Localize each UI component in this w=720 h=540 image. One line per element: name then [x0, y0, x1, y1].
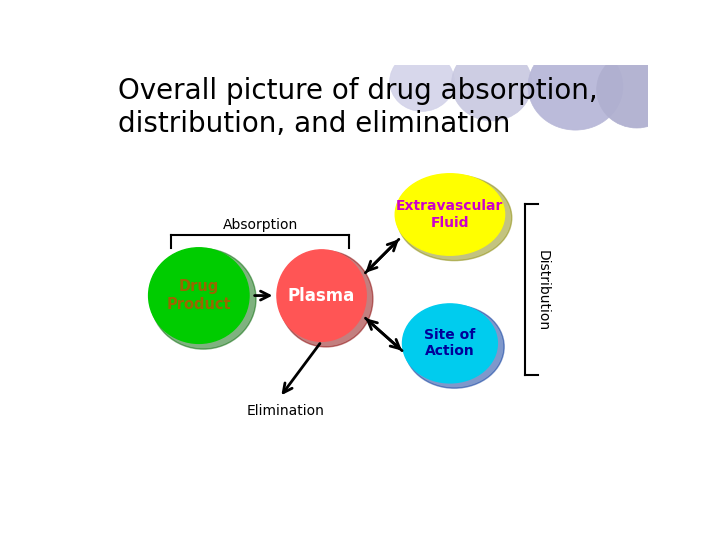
Ellipse shape: [397, 175, 512, 261]
Ellipse shape: [279, 251, 373, 347]
Ellipse shape: [390, 51, 454, 111]
Text: Distribution: Distribution: [536, 249, 550, 330]
Text: Plasma: Plasma: [288, 287, 355, 305]
Ellipse shape: [148, 248, 249, 343]
Text: Elimination: Elimination: [246, 404, 324, 418]
Text: Overall picture of drug absorption,
distribution, and elimination: Overall picture of drug absorption, dist…: [118, 77, 598, 138]
Ellipse shape: [405, 305, 504, 388]
Ellipse shape: [277, 250, 366, 341]
Text: Extravascular
Fluid: Extravascular Fluid: [396, 199, 503, 230]
Ellipse shape: [451, 46, 532, 121]
Ellipse shape: [528, 43, 623, 130]
Ellipse shape: [395, 174, 505, 255]
Text: Drug
Product: Drug Product: [166, 279, 231, 312]
Text: Site of
Action: Site of Action: [424, 328, 475, 359]
Ellipse shape: [402, 304, 498, 383]
Ellipse shape: [597, 51, 677, 128]
Ellipse shape: [150, 249, 256, 349]
Text: Absorption: Absorption: [222, 218, 298, 232]
